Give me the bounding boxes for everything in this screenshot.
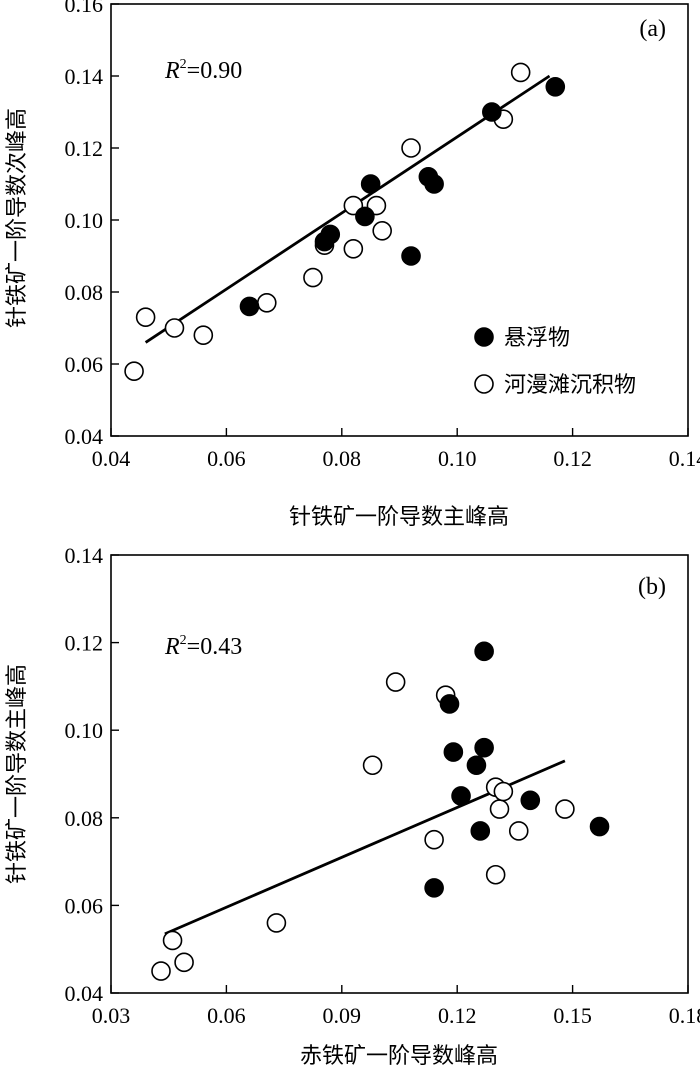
panel-b-r2-sup: 2: [180, 633, 187, 648]
panel-a-y-tick-label: 0.06: [65, 352, 104, 377]
panel-a-y-tick-label: 0.04: [65, 424, 104, 449]
panel-a-floodplain-sediment-point: [193, 325, 214, 346]
panel-b-x-tick-label: 0.03: [92, 1003, 131, 1028]
legend: 悬浮物 河漫滩沉积物: [474, 326, 636, 398]
panel-b-x-tick-label: 0.15: [553, 1003, 592, 1028]
panel-a-r2-sup: 2: [180, 57, 187, 72]
panel-b-y-tick-label: 0.06: [65, 893, 104, 918]
panel-a-floodplain-sediment-point: [124, 361, 144, 382]
panel-b-floodplain-sediment-point: [362, 755, 383, 776]
panel-b-suspended-matter-point: [439, 694, 460, 714]
panel-b-tag: (b): [638, 574, 666, 600]
panel-a-y-tick-label: 0.08: [65, 280, 104, 305]
panel-a: 0.04 0.06 0.08 0.10 0.12 0.14 0.04 0.06 0.08 0.10…: [5, 0, 700, 530]
panel-b-x-axis-title: 赤铁矿一阶导数峰高: [300, 1044, 498, 1069]
panel-a-floodplain-sediment-point: [164, 318, 185, 338]
panel-a-y-tick-label: 0.10: [65, 208, 104, 233]
panel-b-x-tick-label: 0.06: [207, 1003, 246, 1028]
panel-b-suspended-matter-point: [451, 786, 471, 806]
panel-a-floodplain-sediment-point: [510, 62, 531, 83]
panel-a-x-axis-title: 针铁矿一阶导数主峰高: [289, 505, 509, 530]
panel-b-suspended-matter-point: [470, 821, 491, 841]
panel-a-suspended-matter-point: [545, 77, 566, 97]
panel-a-x-tick-label: 0.06: [207, 446, 246, 471]
panel-a-y-tick-label: 0.12: [65, 136, 104, 161]
panel-b-x-tick-label: 0.18: [669, 1003, 700, 1028]
panel-a-floodplain-sediment-point: [401, 138, 421, 158]
panel-a-suspended-matter-point: [360, 174, 381, 194]
panel-a-y-tick-label: 0.14: [65, 64, 104, 89]
panel-a-x-tick-label: 0.12: [553, 446, 592, 471]
panel-b-r2-value: =0.43: [187, 634, 243, 660]
panel-a-floodplain-sediment-point: [303, 267, 323, 288]
legend-marker-floodplain: [474, 374, 494, 394]
panel-a-floodplain-sediment-point: [256, 292, 277, 313]
panel-b-suspended-matter-point: [589, 816, 610, 837]
panel-b-x-tick-label: 0.12: [438, 1003, 477, 1028]
panel-b-x-tick-label: 0.09: [323, 1003, 362, 1028]
panel-a-suspended-matter-point: [482, 102, 502, 122]
panel-a-y-tick-label: 0.16: [65, 0, 104, 17]
panel-a-suspended-matter-point: [239, 296, 260, 317]
panel-a-y-axis-title: 针铁矿一阶导数次峰高: [5, 108, 30, 328]
panel-b-suspended-matter-point: [466, 755, 487, 776]
panel-a-floodplain-sediment-point: [343, 239, 364, 259]
panel-b-floodplain-sediment-point: [485, 864, 506, 885]
panel-b-floodplain-sediment-point: [174, 952, 194, 973]
panel-a-x-tick-label: 0.10: [438, 446, 477, 471]
panel-b-floodplain-sediment-point: [266, 913, 287, 933]
panel-b-floodplain-sediment-point: [151, 961, 171, 981]
panel-a-suspended-matter-point: [355, 206, 375, 227]
panel-a-suspended-matter-point: [320, 224, 341, 245]
panel-b-suspended-matter-point: [443, 742, 464, 762]
panel-a-r2-value: =0.90: [187, 58, 243, 84]
legend-label-floodplain: 河漫滩沉积物: [504, 373, 636, 398]
panel-b-floodplain-sediment-point: [162, 930, 183, 951]
legend-label-suspended: 悬浮物: [504, 326, 570, 351]
panel-a-floodplain-sediment-point: [135, 307, 156, 328]
panel-b-floodplain-sediment-point: [424, 829, 444, 850]
panel-a-tag: (a): [639, 16, 666, 42]
panel-a-suspended-matter-point: [424, 174, 444, 194]
panel-b-suspended-matter-point: [474, 737, 494, 758]
panel-b-floodplain-sediment-point: [489, 799, 510, 819]
panel-b-floodplain-sediment-point: [493, 781, 514, 802]
panel-b-r2-symbol: R: [164, 634, 180, 660]
panel-b-y-tick-label: 0.14: [65, 543, 104, 568]
panel-a-ticks: 0.04 0.06 0.08 0.10 0.12 0.14 0.04 0.06 0.08 0.10…: [65, 0, 700, 471]
panel-b-ticks: 0.03 0.06 0.09 0.12 0.15 0.18 0.04 0.06 0.08 0.10…: [65, 543, 700, 1028]
panel-b-y-tick-label: 0.10: [65, 718, 104, 743]
panel-b-y-tick-label: 0.04: [65, 981, 104, 1006]
panel-a-x-tick-label: 0.04: [92, 446, 131, 471]
panel-b-plot-frame: [110, 554, 689, 994]
panel-b-suspended-matter-point: [474, 641, 494, 662]
panel-a-r2-symbol: R: [164, 58, 180, 84]
panel-b-floodplain-sediment-point: [385, 672, 406, 692]
panel-a-x-tick-label: 0.08: [323, 446, 362, 471]
legend-marker-suspended: [474, 327, 494, 347]
panel-a-floodplain-sediment-point: [372, 221, 392, 241]
panel-b-suspended-matter-point: [520, 790, 541, 811]
panel-b: 0.03 0.06 0.09 0.12 0.15 0.18 0.04 0.06 0.08 0.10…: [5, 543, 700, 1069]
panel-b-points: [151, 641, 610, 981]
panel-b-floodplain-sediment-point: [555, 799, 575, 819]
panel-b-r2-label: R2=0.43: [164, 633, 242, 660]
panel-a-points: [124, 62, 566, 382]
panel-b-y-tick-label: 0.12: [65, 631, 104, 656]
panel-a-x-tick-label: 0.14: [669, 446, 700, 471]
panel-b-floodplain-sediment-point: [508, 821, 529, 841]
panel-a-r2-label: R2=0.90: [164, 57, 242, 84]
panel-b-y-axis-title: 针铁矿一阶导数主峰高: [5, 664, 30, 884]
panel-a-suspended-matter-point: [401, 246, 421, 266]
panel-b-suspended-matter-point: [424, 878, 444, 898]
panel-b-y-tick-label: 0.08: [65, 806, 104, 831]
